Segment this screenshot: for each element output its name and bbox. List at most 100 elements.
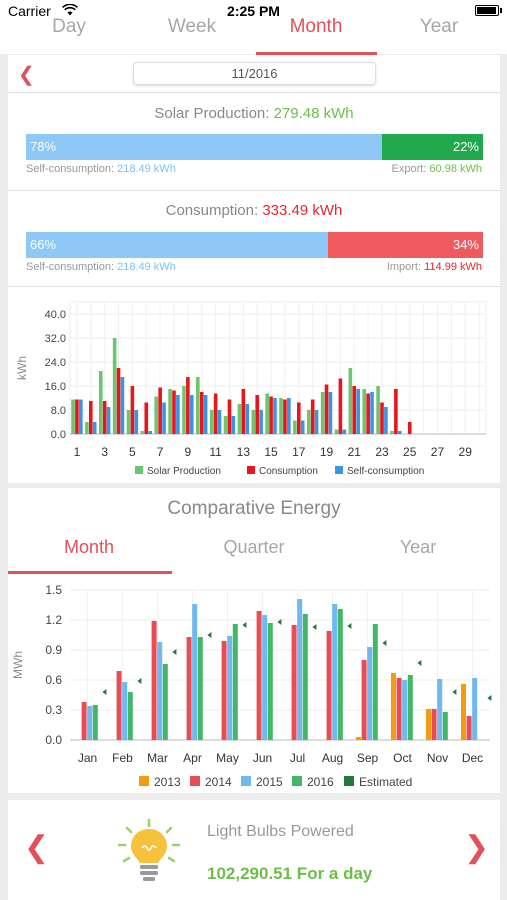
chevron-right-icon[interactable]: ❯: [464, 831, 490, 864]
period-tab-bar: Day Week Month Year: [0, 16, 507, 54]
comparative-tab-quarter[interactable]: Quarter: [223, 537, 285, 557]
bar-2013: [426, 709, 431, 740]
plot-area: [69, 301, 487, 435]
bar-solar-production: [279, 398, 283, 434]
bar-self-consumption: [106, 407, 111, 434]
bar-2016: [302, 614, 308, 740]
wifi-icon: [62, 4, 78, 16]
bar-self-consumption: [176, 395, 180, 434]
tab-year[interactable]: Year: [419, 16, 459, 37]
bar-2015: [297, 599, 303, 740]
x-tick-label: 17: [292, 445, 306, 459]
bar-solar-production: [362, 389, 367, 434]
consumption-self-consumption-label: Self-consumption: 218.49 kWh: [26, 261, 176, 273]
bar-consumption: [186, 377, 190, 434]
x-tick-label: Nov: [427, 751, 448, 765]
y-tick-label: 24.0: [45, 357, 66, 369]
bar-2016: [232, 624, 238, 740]
bar-self-consumption: [356, 389, 360, 434]
bar-2013: [461, 684, 466, 740]
legend-swatch: [344, 776, 354, 786]
carrier-label: Carrier: [8, 3, 51, 19]
solar-export-segment: 22%: [382, 134, 483, 160]
bar-2014: [256, 611, 262, 740]
comparative-tab-year[interactable]: Year: [399, 537, 437, 557]
y-tick-label: 32.0: [45, 333, 66, 345]
bar-consumption: [338, 378, 343, 434]
chevron-left-icon[interactable]: ❮: [24, 831, 50, 864]
bar-solar-production: [71, 399, 75, 434]
bar-2015: [157, 642, 163, 740]
bar-2016: [337, 609, 343, 740]
bar-solar-production: [182, 386, 186, 434]
x-tick-label: 3: [101, 445, 108, 459]
bar-solar-production: [154, 396, 159, 434]
bar-2015: [472, 678, 478, 740]
bar-2016: [197, 637, 203, 740]
bar-self-consumption: [300, 420, 305, 434]
bar-consumption: [89, 401, 93, 434]
bar-consumption: [116, 368, 121, 434]
bar-2013: [356, 737, 361, 740]
y-tick-label: 40.0: [45, 309, 66, 321]
bar-solar-production: [85, 422, 89, 434]
bar-self-consumption: [92, 422, 97, 434]
bar-consumption: [102, 401, 107, 434]
x-tick-label: 29: [459, 445, 473, 459]
x-tick-label: Jan: [78, 751, 97, 765]
tab-day[interactable]: Day: [52, 16, 86, 37]
estimated-marker: [172, 649, 177, 655]
bar-consumption: [241, 389, 246, 434]
bar-2016: [162, 664, 168, 740]
bar-consumption: [380, 402, 384, 434]
solar-split-bar: 78% 22%: [26, 134, 483, 160]
x-tick-label: 23: [375, 445, 389, 459]
bar-solar-production: [209, 410, 214, 434]
x-tick-label: 21: [348, 445, 362, 459]
x-tick-label: 13: [237, 445, 251, 459]
bar-solar-production: [237, 404, 242, 434]
legend-label: 2015: [256, 775, 283, 789]
bar-self-consumption: [259, 410, 263, 434]
x-tick-label: Sep: [357, 751, 379, 765]
estimated-marker: [452, 689, 457, 695]
tab-week[interactable]: Week: [167, 16, 217, 37]
tab-month[interactable]: Month: [289, 16, 343, 37]
estimated-marker: [312, 624, 317, 630]
bar-self-consumption: [120, 377, 125, 434]
bar-consumption: [75, 399, 79, 434]
bar-consumption: [158, 387, 162, 434]
estimated-marker: [242, 622, 247, 628]
legend-swatch: [241, 776, 251, 786]
comparative-tab-indicator: [8, 571, 172, 574]
bar-consumption: [213, 393, 218, 434]
bar-self-consumption: [342, 429, 347, 434]
legend-label: 2013: [154, 775, 181, 789]
chevron-left-icon[interactable]: ❮: [18, 64, 35, 86]
estimated-marker: [102, 689, 107, 695]
bar-2014: [326, 631, 332, 740]
bar-2015: [367, 647, 373, 740]
bar-self-consumption: [148, 431, 152, 434]
legend-swatch: [135, 466, 143, 474]
date-selector[interactable]: 11/2016: [133, 62, 376, 85]
x-tick-label: Dec: [462, 751, 483, 765]
bar-self-consumption: [162, 402, 166, 434]
bar-consumption: [407, 422, 412, 434]
legend-swatch: [139, 776, 149, 786]
bar-self-consumption: [328, 392, 333, 434]
y-axis-label: kWh: [15, 356, 29, 380]
legend-swatch: [247, 466, 255, 474]
bar-consumption: [297, 402, 301, 434]
comparative-energy-chart: 0.0 0.3 0.6 0.9 1.2 1.5 MWh Jan Feb Mar Apr May Jun J…: [11, 583, 492, 789]
legend-label: Solar Production: [147, 466, 221, 477]
bar-solar-production: [196, 377, 200, 434]
estimated-marker: [417, 660, 422, 666]
bar-self-consumption: [370, 392, 374, 434]
bar-solar-production: [251, 410, 256, 434]
bar-self-consumption: [397, 431, 402, 434]
x-tick-label: 11: [209, 445, 222, 459]
plot-area: [70, 590, 490, 740]
y-tick-label: 0.9: [45, 643, 62, 657]
comparative-tab-month[interactable]: Month: [63, 537, 115, 557]
